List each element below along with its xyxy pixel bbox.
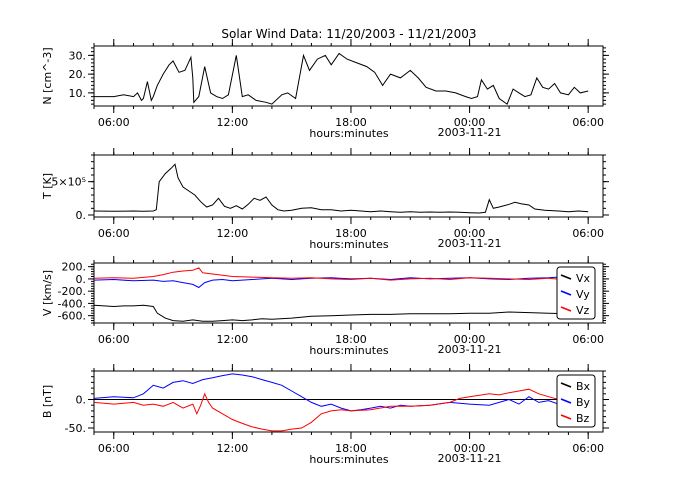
panel-temperature: 06:00 12:00 18:00 00:00 06:00 hours:minutes 20… [41, 148, 609, 251]
legend: Vx Vy Vz [556, 266, 596, 320]
x-date-label: 2003-11-21 [438, 237, 502, 250]
x-date-label: 2003-11-21 [438, 343, 502, 356]
series-line-temperature [94, 163, 589, 214]
panel-velocity: 06:00 12:00 18:00 00:00 06:00 hours:minutes 20… [41, 256, 609, 357]
x-tick-label: 06:00 [572, 227, 604, 240]
y-axis-label: B [nT] [41, 385, 54, 418]
panels: 06:00 12:00 18:00 00:00 06:00 hours:minutes 20… [41, 39, 609, 466]
x-axis-label: hours:minutes [309, 344, 388, 357]
axis-frame [93, 154, 604, 218]
x-tick-label: 12:00 [217, 116, 249, 129]
legend-box [556, 266, 596, 320]
x-tick-label: 00:00 [454, 333, 486, 346]
legend-label: By [576, 396, 591, 409]
x-tick-label: 00:00 [454, 227, 486, 240]
x-tick-label: 06:00 [98, 227, 130, 240]
series-line-by [94, 373, 589, 412]
x-tick-label: 06:00 [98, 116, 130, 129]
x-tick-label: 06:00 [98, 442, 130, 455]
x-tick-label: 06:00 [98, 333, 130, 346]
x-tick-label: 18:00 [335, 227, 367, 240]
series-line-density [94, 52, 589, 105]
legend-swatch [560, 398, 572, 404]
y-tick-label: -400. [58, 297, 86, 310]
y-tick-label: 5×10⁵ [51, 176, 86, 189]
series-line-vz [94, 267, 589, 281]
axis-frame [93, 370, 604, 433]
x-axis-label: hours:minutes [309, 238, 388, 251]
series-group [94, 373, 589, 432]
legend-swatch [560, 382, 572, 388]
legend-box [556, 374, 596, 428]
chart-title: Solar Wind Data: 11/20/2003 - 11/21/2003 [221, 27, 476, 41]
x-tick-label: 00:00 [454, 116, 486, 129]
axis-frame [93, 45, 604, 107]
y-tick-label: 0. [76, 273, 87, 286]
series-group [94, 267, 589, 322]
legend-label: Bx [576, 380, 591, 393]
legend-label: Vx [576, 272, 591, 285]
x-tick-label: 18:00 [335, 333, 367, 346]
axis-frame [93, 262, 604, 324]
legend-swatch [560, 306, 572, 312]
legend-swatch [560, 290, 572, 296]
x-tick-label: 18:00 [335, 116, 367, 129]
x-tick-label: 06:00 [572, 116, 604, 129]
x-tick-label: 06:00 [572, 442, 604, 455]
x-axis-label: hours:minutes [309, 453, 388, 466]
x-date-label: 2003-11-21 [438, 452, 502, 465]
x-tick-label: 18:00 [335, 442, 367, 455]
legend-swatch [560, 414, 572, 420]
y-tick-label: 0. [76, 394, 87, 407]
x-tick-label: 06:00 [572, 333, 604, 346]
x-tick-label: 12:00 [217, 333, 249, 346]
panel-density: 06:00 12:00 18:00 00:00 06:00 hours:minutes 20… [41, 39, 609, 140]
y-tick-label: -600. [58, 310, 86, 323]
x-tick-label: 12:00 [217, 442, 249, 455]
series-group [94, 52, 589, 105]
panel-magnetic_field: 06:00 12:00 18:00 00:00 06:00 hours:minutes 20… [41, 364, 609, 466]
x-tick-label: 00:00 [454, 442, 486, 455]
y-axis-label: N [cm^-3] [41, 47, 54, 104]
y-tick-label: 200. [62, 261, 87, 274]
y-tick-label: 20. [69, 68, 87, 81]
y-tick-label: 30. [69, 49, 87, 62]
legend-label: Vy [576, 288, 590, 301]
x-tick-label: 12:00 [217, 227, 249, 240]
legend-label: Vz [576, 304, 590, 317]
y-tick-label: -50. [65, 422, 86, 435]
series-group [94, 163, 589, 214]
legend: Bx By Bz [556, 374, 596, 428]
y-tick-label: -200. [58, 285, 86, 298]
x-axis-label: hours:minutes [309, 127, 388, 140]
y-axis-label: V [km/s] [41, 270, 54, 316]
legend-label: Bz [576, 412, 590, 425]
series-line-vy [94, 275, 589, 289]
y-tick-label: 0. [76, 209, 87, 222]
series-line-bz [94, 388, 589, 432]
y-axis-label: T [K] [41, 173, 54, 200]
x-date-label: 2003-11-21 [438, 126, 502, 139]
legend-swatch [560, 274, 572, 280]
series-line-vx [94, 304, 589, 322]
y-tick-label: 10. [69, 87, 87, 100]
